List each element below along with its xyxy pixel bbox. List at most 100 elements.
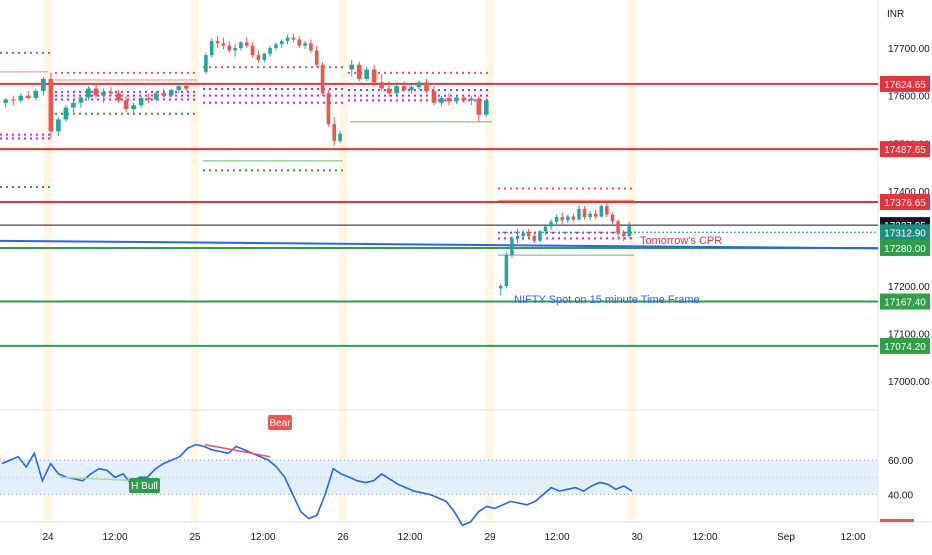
candle-3-18 (599, 204, 604, 218)
candle-body (116, 93, 121, 101)
candle-body (215, 40, 220, 44)
candle-1-19 (314, 45, 319, 68)
candle-body (285, 37, 290, 41)
candle-body (461, 97, 467, 101)
candle-body (424, 82, 429, 91)
candle-1-12 (274, 42, 278, 51)
candle-2-12 (439, 95, 444, 107)
candle-body (379, 82, 384, 89)
level-tag-bg (880, 224, 930, 241)
candle-body (250, 45, 255, 56)
candle-1-18 (309, 39, 313, 53)
candle-0-23 (176, 83, 182, 94)
candle-0-7 (56, 117, 61, 137)
candle-0-22 (168, 88, 174, 98)
candle-2-6 (394, 83, 399, 96)
annotations: Tomorrow's CPR NIFTY Spot on 15 minute T… (129, 235, 722, 493)
time-tick: 12:00 (692, 532, 717, 543)
bear-divergence (204, 443, 271, 458)
candle-1-4 (227, 40, 232, 53)
candle-1-8 (250, 42, 255, 58)
candle-3-8 (543, 224, 548, 235)
candle-2-2 (364, 67, 370, 82)
hbull-label: H Bull (131, 481, 158, 492)
candle-body (244, 42, 249, 46)
candle-1-13 (279, 39, 284, 49)
candle-1-21 (326, 89, 331, 127)
level-tag: 17074.20 (880, 337, 930, 354)
candle-body (504, 255, 509, 287)
candle-body (364, 69, 370, 80)
time-tick: 12:00 (840, 532, 865, 543)
candle-body (326, 93, 331, 125)
candle-body (566, 216, 570, 221)
candle-0-18 (138, 95, 144, 108)
candle-body (577, 208, 581, 220)
candle-0-19 (146, 93, 151, 103)
candle-body (549, 221, 553, 227)
candle-1-2 (215, 36, 220, 49)
candle-3-3 (515, 228, 520, 244)
candle-body (446, 98, 452, 102)
candle-body (303, 43, 307, 46)
time-tick: 12:00 (544, 532, 569, 543)
candle-body (401, 86, 407, 90)
candle-body (338, 133, 342, 141)
candle-body (41, 79, 46, 91)
time-axis[interactable]: 24 12:00 25 12:00 26 12:00 29 12:00 30 12:00 Sep 12… (42, 532, 866, 543)
candle-1-22 (332, 117, 337, 146)
candle-body (588, 213, 592, 218)
candle-0-0 (3, 98, 9, 108)
candle-2-16 (468, 95, 474, 106)
candle-body (48, 79, 54, 132)
candle-3-20 (610, 212, 615, 225)
candle-3-15 (582, 206, 587, 220)
candle-3-9 (549, 219, 553, 230)
candle-1-0 (204, 52, 208, 75)
level-tag-label: 17167.40 (884, 298, 926, 309)
bull-divergence (59, 476, 141, 482)
timeframe-label: NIFTY Spot on 15 minute Time Frame (514, 294, 700, 306)
cpr-levels (0, 51, 634, 256)
candle-2-3 (371, 64, 377, 87)
price-axis[interactable]: INR 17700.0017600.0017500.0017400.001730… (880, 9, 930, 502)
candle-1-16 (297, 36, 302, 49)
candle-2-0 (349, 59, 355, 77)
candle-3-14 (577, 205, 581, 221)
candle-body (532, 236, 537, 241)
rsi-marker (880, 519, 914, 522)
candle-body (499, 286, 503, 289)
candle-3-6 (532, 231, 537, 244)
candle-0-1 (10, 95, 16, 106)
level-tag-label: 17074.20 (884, 342, 926, 353)
candle-body (349, 64, 355, 70)
candle-2-8 (409, 83, 414, 94)
candle-body (593, 213, 598, 217)
level-tag-bg (880, 75, 930, 92)
candle-0-12 (93, 83, 99, 99)
candle-0-4 (33, 88, 39, 101)
session-highlight-0 (44, 0, 52, 522)
candle-body (3, 99, 9, 103)
candle-1-14 (285, 34, 290, 45)
session-highlights (44, 0, 636, 522)
candle-body (616, 221, 620, 234)
candle-body (93, 88, 99, 96)
level-tag-label: 17280.00 (884, 244, 926, 255)
candle-1-7 (244, 37, 249, 49)
candle-3-21 (616, 219, 620, 239)
candle-2-5 (386, 81, 392, 97)
candle-body (146, 98, 151, 100)
price-tick: 17700.00 (888, 44, 930, 55)
candle-3-16 (588, 210, 592, 221)
candle-3-22 (621, 229, 626, 241)
price-tick: 17200.00 (888, 282, 930, 293)
candle-body (176, 86, 182, 90)
time-tick: 29 (484, 532, 496, 543)
level-tag: 17312.90 (880, 224, 930, 241)
candle-body (63, 107, 69, 120)
candle-body (56, 119, 61, 132)
candle-body (227, 45, 232, 51)
